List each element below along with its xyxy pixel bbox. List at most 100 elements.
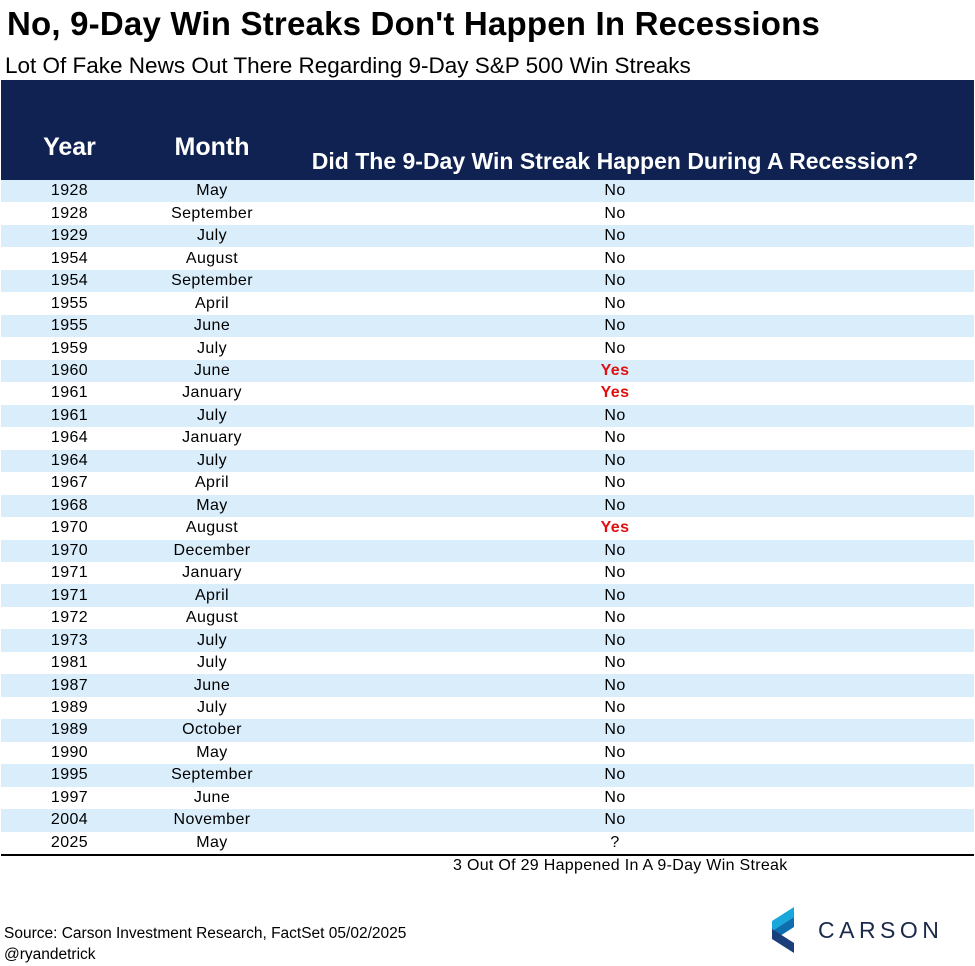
cell-recession: No xyxy=(604,204,626,222)
cell-recession: No xyxy=(604,564,626,582)
carson-logo-text: CARSON xyxy=(818,916,944,943)
cell-year: 1960 xyxy=(50,361,89,379)
summary-note: 3 Out Of 29 Happened In A 9-Day Win Stre… xyxy=(453,857,788,874)
win-streak-table: Year Month Did The 9-Day Win Streak Happ… xyxy=(1,80,974,855)
table-bottom-rule xyxy=(1,855,974,856)
cell-recession: No xyxy=(604,811,626,829)
cell-year: 1961 xyxy=(50,384,89,402)
cell-month: April xyxy=(194,586,229,604)
cell-month: January xyxy=(182,429,242,447)
table-row: 1989 October No xyxy=(1,719,974,742)
cell-recession: No xyxy=(604,654,626,672)
cell-month: July xyxy=(196,406,228,424)
cell-month: April xyxy=(194,474,229,492)
cell-month: December xyxy=(173,541,251,559)
table-row: 1973 July No xyxy=(1,629,974,652)
cell-month: June xyxy=(193,317,231,335)
cell-recession: No xyxy=(604,339,626,357)
table-row: 1987 June No xyxy=(1,674,974,697)
cell-recession: No xyxy=(604,586,626,604)
cell-recession: Yes xyxy=(600,519,630,537)
chart-subtitle: Lot Of Fake News Out There Regarding 9-D… xyxy=(5,53,691,78)
table-row: 1967 April No xyxy=(1,472,974,495)
cell-month: January xyxy=(182,564,242,582)
cell-year: 1929 xyxy=(50,227,89,245)
cell-month: May xyxy=(196,743,228,761)
cell-year: 1955 xyxy=(50,317,89,335)
cell-recession: No xyxy=(604,743,626,761)
cell-recession: No xyxy=(604,496,626,514)
cell-recession: No xyxy=(604,699,626,717)
table-row: 2004 November No xyxy=(1,809,974,832)
cell-recession: No xyxy=(604,721,626,739)
carson-chevron-logo-icon xyxy=(772,907,794,953)
cell-year: 1997 xyxy=(50,788,89,806)
table-row: 1971 January No xyxy=(1,561,974,585)
source-note: Source: Carson Investment Research, Fact… xyxy=(4,925,407,942)
author-handle: @ryandetrick xyxy=(4,946,96,963)
table-row: 1928 May No xyxy=(1,180,974,203)
cell-month: July xyxy=(196,654,228,672)
table-row: 2025 May? xyxy=(1,831,974,855)
cell-year: 1973 xyxy=(50,631,89,649)
table-header-row: Year Month Did The 9-Day Win Streak Happ… xyxy=(1,80,974,180)
cell-year: 1981 xyxy=(50,654,89,672)
cell-month: June xyxy=(193,361,231,379)
column-header-recession: Did The 9-Day Win Streak Happen During A… xyxy=(286,80,974,180)
table-row: 1990 May No xyxy=(1,741,974,765)
cell-month: June xyxy=(193,676,231,694)
cell-month: January xyxy=(182,384,242,402)
cell-year: 1964 xyxy=(50,429,89,447)
table-row: 1954 August No xyxy=(1,247,974,270)
cell-recession: No xyxy=(604,451,626,469)
table-row: 1989 July No xyxy=(1,696,974,720)
column-header-month: Month xyxy=(138,80,286,180)
cell-year: 1928 xyxy=(50,182,89,200)
table-row: 1961 January Yes xyxy=(1,382,974,405)
cell-recession: ? xyxy=(286,831,974,855)
table-row: 1995 September No xyxy=(1,764,974,787)
cell-recession: No xyxy=(604,249,626,267)
table-row: 1955 June No xyxy=(1,314,974,338)
cell-month: August xyxy=(185,519,239,537)
cell-month: October xyxy=(182,721,242,739)
table-row: 1929 July No xyxy=(1,224,974,248)
cell-month: July xyxy=(196,451,228,469)
cell-year: 1971 xyxy=(50,586,89,604)
cell-year: 1954 xyxy=(50,249,89,267)
cell-recession: Yes xyxy=(600,361,630,379)
table-body: 1928 May No 1928 September No 1929 July No 1954 Au… xyxy=(1,180,974,855)
cell-month: September xyxy=(171,204,253,222)
cell-year: 1968 xyxy=(50,496,89,514)
cell-recession: No xyxy=(604,766,626,784)
cell-year: 2004 xyxy=(50,811,89,829)
cell-year: 1989 xyxy=(50,721,89,739)
cell-recession: No xyxy=(604,294,626,312)
cell-year: 1990 xyxy=(50,743,89,761)
table-row: 1960 June Yes xyxy=(1,359,974,383)
cell-year: 2025 xyxy=(1,831,138,855)
column-header-year: Year xyxy=(1,80,138,180)
cell-year: 1964 xyxy=(50,451,89,469)
table-row: 1961 July No xyxy=(1,404,974,428)
table-row: 1968 May No xyxy=(1,494,974,518)
cell-month: July xyxy=(196,631,228,649)
cell-recession: No xyxy=(604,474,626,492)
table-row: 1970 December No xyxy=(1,539,974,562)
cell-year: 1972 xyxy=(50,609,89,627)
cell-year: 1995 xyxy=(50,766,89,784)
cell-month: September xyxy=(171,766,253,784)
cell-recession: No xyxy=(604,272,626,290)
cell-recession: No xyxy=(604,406,626,424)
cell-recession: No xyxy=(604,609,626,627)
table-row: 1981 July No xyxy=(1,651,974,675)
carson-logo: CARSON xyxy=(772,907,943,953)
cell-year: 1971 xyxy=(50,564,89,582)
cell-year: 1928 xyxy=(50,204,89,222)
cell-recession: No xyxy=(604,676,626,694)
cell-recession: No xyxy=(604,429,626,447)
cell-recession: Yes xyxy=(600,384,630,402)
table-row: 1970 August Yes xyxy=(1,517,974,540)
table-row: 1964 July No xyxy=(1,449,974,473)
chart-title: No, 9-Day Win Streaks Don't Happen In Re… xyxy=(7,5,821,42)
